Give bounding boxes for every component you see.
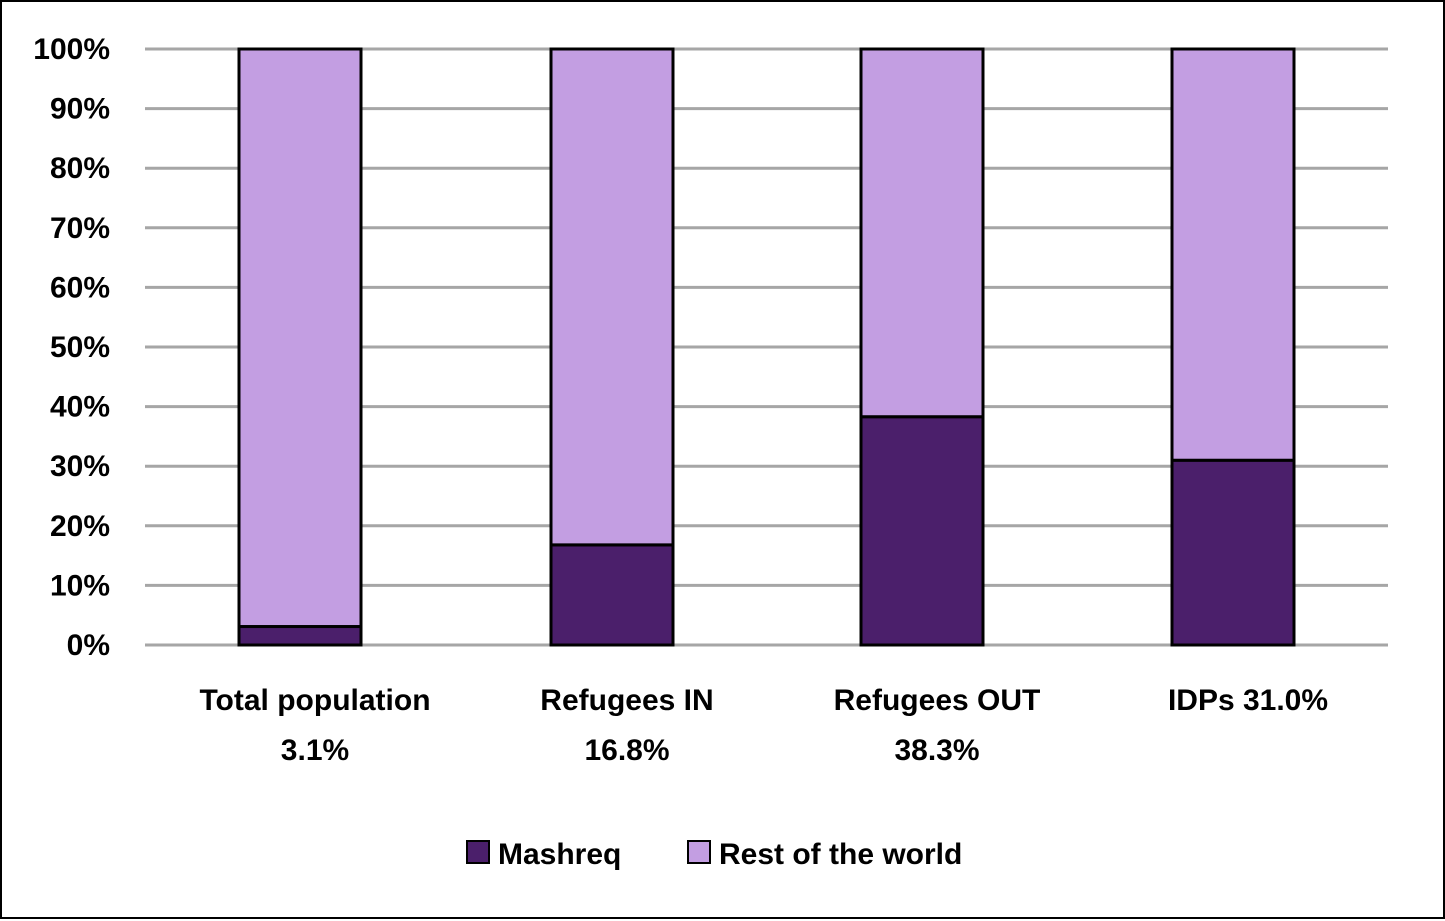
- legend-label-0: Mashreq: [498, 838, 621, 871]
- y-tick-label: 80%: [50, 152, 110, 185]
- x-category-label: IDPs 31.0%: [1168, 684, 1328, 717]
- bar-segment-mashreq-2: [859, 415, 985, 647]
- y-tick-label: 100%: [33, 33, 110, 66]
- bar-segment-mashreq-1: [549, 543, 675, 647]
- bar-segment-rest-of-world-0: [237, 47, 363, 629]
- x-category-label: 3.1%: [281, 734, 349, 767]
- legend-swatch-1: [687, 840, 711, 864]
- bar-segment-rest-of-world-2: [859, 47, 985, 419]
- y-tick-label: 30%: [50, 450, 110, 483]
- y-tick-label: 40%: [50, 391, 110, 424]
- x-category-label: 38.3%: [894, 734, 979, 767]
- bar-segment-mashreq-3: [1170, 458, 1296, 647]
- legend-swatch-0: [466, 840, 490, 864]
- y-tick-label: 50%: [50, 331, 110, 364]
- y-tick-label: 20%: [50, 510, 110, 543]
- bar-segment-mashreq-0: [237, 625, 363, 647]
- bars: [237, 47, 1296, 647]
- legend: Mashreq Rest of the world: [466, 838, 962, 871]
- x-category-label: 16.8%: [584, 734, 669, 767]
- y-axis-tick-labels: 0% 10% 20% 30% 40% 50% 60% 70% 80% 90% 100%: [33, 33, 110, 662]
- y-tick-label: 60%: [50, 271, 110, 304]
- x-category-label: Refugees OUT: [834, 684, 1041, 717]
- x-category-label: Total population: [199, 684, 430, 717]
- y-tick-label: 90%: [50, 93, 110, 126]
- y-tick-label: 0%: [67, 629, 110, 662]
- x-axis-category-labels: Total population 3.1% Refugees IN 16.8% Refu…: [199, 684, 1328, 767]
- y-tick-label: 10%: [50, 569, 110, 602]
- bar-segment-rest-of-world-1: [549, 47, 675, 547]
- x-category-label: Refugees IN: [540, 684, 713, 717]
- y-tick-label: 70%: [50, 212, 110, 245]
- legend-label-1: Rest of the world: [719, 838, 962, 871]
- bar-segment-rest-of-world-3: [1170, 47, 1296, 462]
